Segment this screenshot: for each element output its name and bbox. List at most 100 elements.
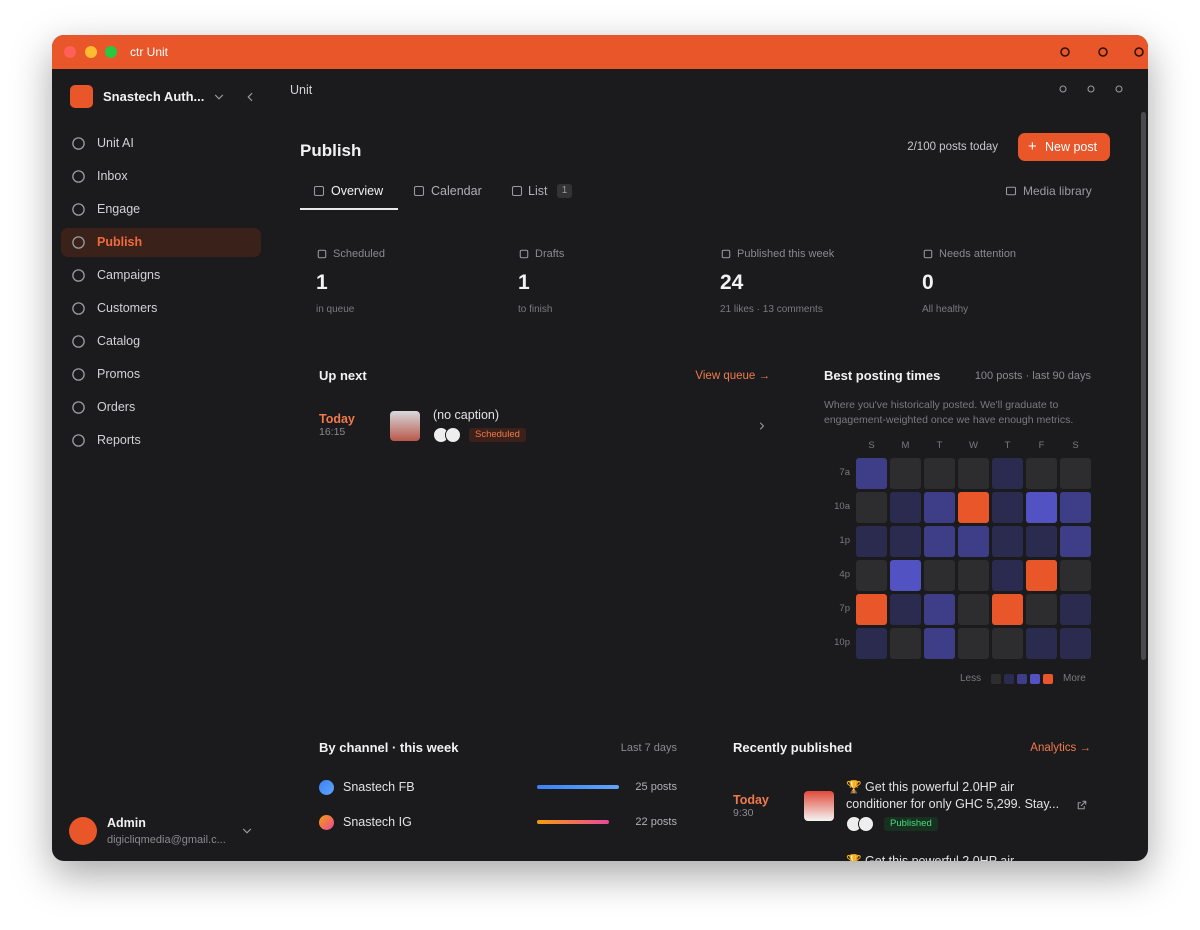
nav-item[interactable]: Inbox [97, 169, 128, 183]
section-title: By channel · this week [319, 740, 459, 755]
heatmap-cell[interactable] [1026, 594, 1057, 625]
heatmap-cell[interactable] [1060, 492, 1091, 523]
legend-more: More [1063, 673, 1086, 684]
nav-icon [71, 334, 86, 349]
stat-label: Scheduled [333, 248, 385, 260]
heatmap-cell[interactable] [924, 560, 955, 591]
heatmap-cell[interactable] [1026, 560, 1057, 591]
heatmap-cell[interactable] [1060, 560, 1091, 591]
stat-label: Drafts [535, 248, 565, 260]
window-control[interactable] [64, 46, 76, 58]
hour-label: 7p [839, 603, 850, 614]
heatmap-cell[interactable] [1060, 526, 1091, 557]
heatmap-cell[interactable] [992, 458, 1023, 489]
heatmap-cell[interactable] [958, 492, 989, 523]
heatmap-cell[interactable] [1026, 526, 1057, 557]
channel-name: Snastech IG [343, 815, 412, 829]
channel-bar [537, 785, 619, 789]
legend-swatch [991, 674, 1001, 684]
nav-item[interactable]: Promos [97, 367, 141, 381]
stat-icon [316, 248, 328, 260]
heatmap-cell[interactable] [856, 526, 887, 557]
analytics-link[interactable]: Analytics → [1030, 742, 1091, 754]
heatmap-cell[interactable] [1060, 594, 1091, 625]
view-queue-link[interactable]: View queue → [695, 370, 770, 382]
heatmap-cell[interactable] [958, 458, 989, 489]
heatmap-cell[interactable] [890, 628, 921, 659]
toolbar-icon[interactable] [1131, 44, 1147, 60]
heatmap-cell[interactable] [1026, 628, 1057, 659]
day-label: F [1038, 440, 1045, 451]
nav-item[interactable]: Orders [97, 400, 136, 414]
nav-item[interactable]: Unit AI [97, 136, 134, 150]
heatmap-cell[interactable] [958, 594, 989, 625]
heatmap-cell[interactable] [1026, 458, 1057, 489]
heatmap-cell[interactable] [1060, 628, 1091, 659]
window-control[interactable] [84, 46, 97, 58]
icon [240, 824, 254, 838]
heatmap-cell[interactable] [890, 458, 921, 489]
heatmap-cell[interactable] [924, 526, 955, 557]
heatmap-cell[interactable] [856, 492, 887, 523]
channel-bar [537, 820, 610, 824]
heatmap-cell[interactable] [890, 594, 921, 625]
nav-item[interactable]: Catalog [97, 334, 141, 348]
heatmap-cell[interactable] [856, 560, 887, 591]
nav-item[interactable]: Customers [97, 301, 158, 315]
channel-avatar [858, 816, 874, 832]
media-library[interactable]: Media library [1023, 184, 1092, 198]
nav-icon [71, 169, 86, 184]
range-label: Last 7 days [620, 742, 677, 754]
hour-label: 4p [839, 569, 850, 580]
nav-item[interactable]: Campaigns [97, 268, 161, 282]
heatmap-cell[interactable] [924, 458, 955, 489]
post-caption[interactable]: (no caption) [433, 408, 500, 422]
nav-icon [71, 301, 86, 316]
heatmap-cell[interactable] [856, 458, 887, 489]
heatmap-cell[interactable] [924, 492, 955, 523]
heatmap-cell[interactable] [992, 594, 1023, 625]
section-title: Recently published [733, 740, 853, 755]
tab[interactable]: List [528, 184, 548, 198]
heatmap-cell[interactable] [890, 560, 921, 591]
nav-item[interactable]: Reports [97, 433, 141, 447]
new-post-button[interactable]: + New post [1018, 133, 1110, 161]
heatmap-cell[interactable] [958, 526, 989, 557]
heatmap-cell[interactable] [890, 526, 921, 557]
window-control[interactable] [105, 46, 117, 58]
tab[interactable]: Calendar [431, 184, 482, 198]
post-text[interactable]: 🏆 Get this powerful 2.0HP air conditione… [846, 780, 1060, 811]
heatmap-cell[interactable] [958, 628, 989, 659]
new-post-label[interactable]: New post [1045, 140, 1098, 154]
stat-value: 1 [518, 271, 530, 294]
nav-item[interactable]: Engage [97, 202, 141, 216]
heatmap-cell[interactable] [992, 560, 1023, 591]
heatmap-cell[interactable] [992, 492, 1023, 523]
workspace-name[interactable]: Snastech Auth... [103, 89, 205, 104]
heatmap-cell[interactable] [992, 526, 1023, 557]
nav-icon [71, 136, 86, 151]
user-name[interactable]: Admin [107, 816, 146, 830]
legend-swatch [1004, 674, 1014, 684]
nav-item[interactable]: Publish [97, 235, 143, 249]
tab[interactable]: Overview [331, 184, 384, 198]
post-day: Today [733, 793, 769, 807]
heatmap-cell[interactable] [924, 594, 955, 625]
heatmap-cell[interactable] [924, 628, 955, 659]
heatmap-cell[interactable] [890, 492, 921, 523]
heatmap-cell[interactable] [1060, 458, 1091, 489]
heatmap-cell[interactable] [1026, 492, 1057, 523]
day-label: W [969, 440, 978, 451]
heatmap-cell[interactable] [856, 628, 887, 659]
heatmap-cell[interactable] [958, 560, 989, 591]
post-text[interactable]: 🏆 Get this powerful 2.0HP air [846, 854, 1015, 861]
channel-posts: 22 posts [635, 816, 677, 828]
toolbar-icon[interactable] [1057, 44, 1073, 60]
heatmap-cell[interactable] [856, 594, 887, 625]
nav-icon [71, 400, 86, 415]
toolbar-icon[interactable] [1095, 44, 1111, 60]
heatmap-cell[interactable] [992, 628, 1023, 659]
tab-icon [313, 185, 325, 197]
scrollbar [1141, 112, 1146, 660]
day-label: S [868, 440, 875, 451]
